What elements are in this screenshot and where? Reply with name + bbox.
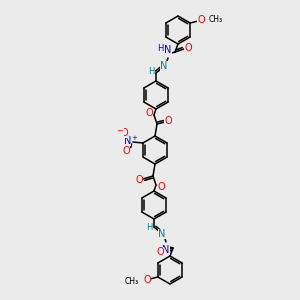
Text: O: O xyxy=(184,43,192,53)
Text: CH₃: CH₃ xyxy=(125,277,139,286)
Text: H: H xyxy=(146,224,152,232)
Text: H: H xyxy=(148,68,154,76)
Text: −: − xyxy=(116,127,123,136)
Text: +: + xyxy=(131,135,137,141)
Text: O: O xyxy=(120,128,128,138)
Text: O: O xyxy=(156,247,164,257)
Text: O: O xyxy=(135,175,143,185)
Text: N: N xyxy=(162,245,170,255)
Text: N: N xyxy=(124,136,131,146)
Text: CH₃: CH₃ xyxy=(209,14,223,23)
Text: H: H xyxy=(157,44,163,53)
Text: O: O xyxy=(157,182,165,192)
Text: O: O xyxy=(145,108,153,118)
Text: O: O xyxy=(197,15,205,25)
Text: N: N xyxy=(160,61,168,71)
Text: O: O xyxy=(164,116,172,126)
Text: N: N xyxy=(158,229,166,239)
Text: H: H xyxy=(154,247,161,256)
Text: O: O xyxy=(122,146,130,156)
Text: N: N xyxy=(164,45,172,55)
Text: O: O xyxy=(143,275,151,285)
